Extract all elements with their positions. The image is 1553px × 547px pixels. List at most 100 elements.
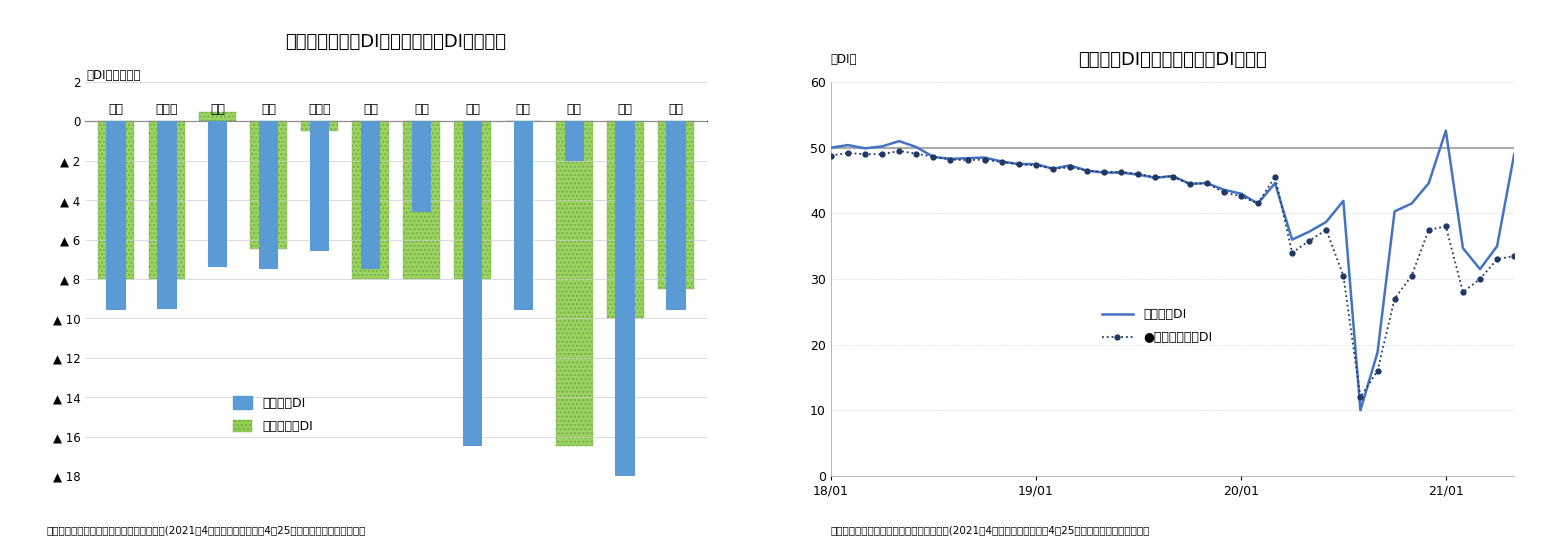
●現状水準判断DI [1027,162,1045,168]
現状判断DI [1402,200,1421,207]
現状判断DI [1454,245,1472,252]
Bar [607,121,643,318]
●現状水準判断DI [1317,226,1336,233]
●現状水準判断DI [1061,164,1079,171]
現状判断DI [1146,174,1165,181]
Bar [250,121,287,249]
●現状水準判断DI [1009,161,1028,167]
Bar [453,121,491,279]
●現状水準判断DI [975,156,994,163]
Bar [301,121,339,131]
Bar [208,121,227,267]
現状判断DI [1009,161,1028,167]
●現状水準判断DI [958,157,977,164]
Bar [666,121,686,311]
●現状水準判断DI [1163,173,1182,180]
Text: 沖縄: 沖縄 [668,102,683,115]
現状判断DI [1334,197,1353,204]
Title: 地域別現状判断DI・先行き判断DIの前月差: 地域別現状判断DI・先行き判断DIの前月差 [286,33,506,51]
現状判断DI [907,144,926,150]
Text: （DI）: （DI） [831,53,857,66]
Text: 関東: 関東 [261,102,276,115]
●現状水準判断DI [1249,200,1267,207]
現状判断DI [1163,173,1182,179]
Bar [463,121,481,446]
●現状水準判断DI [1300,237,1318,244]
Bar [353,121,388,279]
●現状水準判断DI [1232,193,1250,200]
●現状水準判断DI [1146,174,1165,181]
Bar [360,121,380,269]
●現状水準判断DI [1505,253,1523,259]
Bar [157,121,177,309]
現状判断DI [839,142,857,148]
●現状水準判断DI [1078,167,1096,174]
●現状水準判断DI [1471,276,1489,282]
●現状水準判断DI [856,151,874,158]
現状判断DI [958,155,977,161]
現状判断DI [822,144,840,151]
現状判断DI [1385,208,1404,214]
Bar [149,121,185,279]
●現状水準判断DI [873,151,891,158]
Bar [565,121,584,161]
Text: （DIの前月差）: （DIの前月差） [87,69,141,82]
●現状水準判断DI [941,156,960,163]
●現状水準判断DI [1283,249,1301,256]
Text: 北海道: 北海道 [155,102,179,115]
●現状水準判断DI [1129,171,1148,177]
現状判断DI [1027,161,1045,167]
●現状水準判断DI [1214,189,1233,196]
Text: 中国: 中国 [516,102,531,115]
Text: （出所）内閣府「景気ウォッチャー調査」(2021年4月調査、調査期間：4月25日から月末、季節調整値）: （出所）内閣府「景気ウォッチャー調査」(2021年4月調査、調査期間：4月25日… [47,525,367,536]
現状判断DI [1437,127,1455,134]
●現状水準判断DI [890,148,909,154]
●現状水準判断DI [1180,181,1199,187]
●現状水準判断DI [907,150,926,157]
現状判断DI [1180,181,1199,187]
●現状水準判断DI [1368,368,1387,374]
●現状水準判断DI [1437,223,1455,230]
Line: ●現状水準判断DI: ●現状水準判断DI [828,149,1517,399]
Text: 東北: 東北 [210,102,225,115]
現状判断DI [1044,165,1062,172]
現状判断DI [1214,187,1233,193]
●現状水準判断DI [1112,168,1131,175]
現状判断DI [1505,151,1523,158]
現状判断DI [1266,180,1284,187]
現状判断DI [992,158,1011,165]
Bar [615,121,635,547]
現状判断DI [1061,162,1079,168]
Bar [311,121,329,252]
Title: 現状判断DIと現状水準判断DIの比較: 現状判断DIと現状水準判断DIの比較 [1078,51,1267,69]
現状判断DI [1232,190,1250,197]
Bar [199,112,236,121]
現状判断DI [1112,170,1131,176]
現状判断DI [1351,407,1370,414]
Bar [106,121,126,311]
●現状水準判断DI [1419,226,1438,233]
●現状水準判断DI [1385,295,1404,302]
Bar [259,121,278,269]
●現状水準判断DI [1044,165,1062,172]
現状判断DI [1095,170,1114,176]
Bar [556,121,593,446]
●現状水準判断DI [1334,272,1353,279]
Bar [98,121,135,279]
●現状水準判断DI [924,154,943,160]
●現状水準判断DI [1454,289,1472,295]
Bar [412,121,432,212]
現状判断DI [1471,266,1489,272]
●現状水準判断DI [1095,168,1114,175]
現状判断DI [1197,180,1216,187]
現状判断DI [856,145,874,152]
Bar [657,121,694,289]
Text: 近畿: 近畿 [464,102,480,115]
Text: 四国: 四国 [567,102,582,115]
●現状水準判断DI [839,150,857,156]
現状判断DI [1300,229,1318,235]
●現状水準判断DI [822,152,840,159]
現状判断DI [1488,243,1506,249]
●現状水準判断DI [992,159,1011,165]
現状判断DI [1129,171,1148,178]
